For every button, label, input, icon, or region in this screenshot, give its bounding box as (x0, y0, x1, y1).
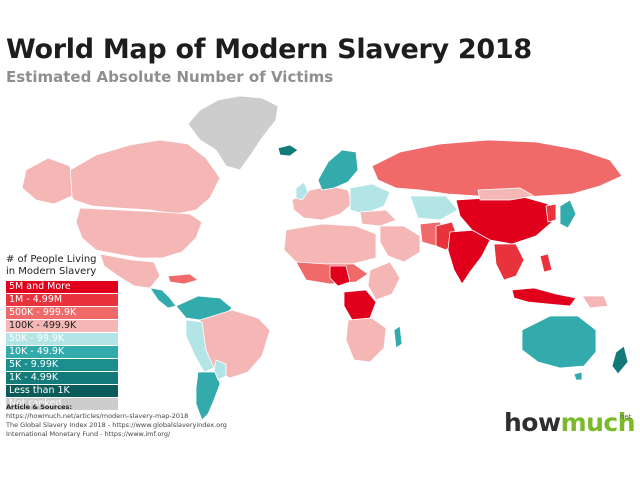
drc-region (343, 289, 377, 321)
turkey-region (359, 209, 397, 227)
japan-region (559, 199, 577, 229)
legend: # of People Living in Modern Slavery 5M … (6, 254, 118, 411)
india-region (447, 229, 491, 285)
map-subtitle: Estimated Absolute Number of Victims (6, 68, 334, 86)
legend-item-100k-499k: 100K - 499.9K (6, 320, 118, 332)
alaska-region (21, 157, 73, 205)
scandinavia-region (317, 149, 359, 191)
logo-much-text: much (560, 408, 636, 437)
legend-item-10k-49k: 10K - 49.9K (6, 346, 118, 358)
legend-item-5m-and-more: 5M and More (6, 281, 118, 293)
indonesia-region (511, 287, 577, 307)
greenland-region (187, 95, 279, 171)
southeast-asia-region (493, 243, 525, 281)
source-link-imf[interactable]: International Monetary Fund - https://ww… (6, 430, 171, 438)
madagascar-region (393, 325, 403, 349)
eastern-europe-region (349, 183, 391, 215)
sources: Article & Sources: https://howmuch.net/a… (6, 403, 306, 439)
middle-east-region (379, 225, 421, 263)
source-link-article[interactable]: https://howmuch.net/articles/modern-slav… (6, 412, 189, 420)
legend-item-1m-4-99m: 1M - 4.99M (6, 294, 118, 306)
southern-africa-region (345, 317, 387, 363)
new-zealand-region (611, 345, 629, 375)
western-europe-region (291, 185, 353, 221)
legend-item-500k-999k: 500K - 999.9K (6, 307, 118, 319)
andes-region (185, 319, 215, 373)
legend-item-not-ranked: Not ranked (6, 398, 118, 410)
legend-item-5k-9k: 5K - 9.99K (6, 359, 118, 371)
legend-item-50k-99k: 50K - 99.9K (6, 333, 118, 345)
legend-item-1k-4k: 1K - 4.99K (6, 372, 118, 384)
legend-title: # of People Living in Modern Slavery (6, 254, 118, 278)
logo-how-text: how (504, 408, 561, 437)
iceland-region (277, 144, 299, 157)
source-link-slavery-index[interactable]: The Global Slavery Index 2018 - https://… (6, 421, 227, 429)
uk-region (295, 181, 309, 201)
legend-item-less-than-1k: Less than 1K (6, 385, 118, 397)
korea-region (545, 203, 557, 223)
caribbean-region (167, 273, 199, 285)
australia-region (521, 315, 597, 369)
papua-region (581, 295, 609, 309)
canada-region (63, 139, 221, 215)
logo-net-text: net (620, 413, 632, 421)
central-america-region (149, 287, 177, 309)
kazakhstan-region (409, 195, 459, 221)
howmuch-logo: howmuch net (504, 408, 636, 437)
paraguay-region (213, 359, 227, 381)
north-africa-region (283, 223, 377, 265)
mongolia-region (477, 187, 536, 201)
legend-title-line-2: in Modern Slavery (6, 266, 97, 277)
philippines-region (539, 253, 553, 273)
usa-region (75, 207, 203, 259)
russia-region (371, 139, 623, 199)
map-title: World Map of Modern Slavery 2018 (6, 34, 532, 65)
sources-heading: Article & Sources: (6, 403, 72, 411)
nigeria-region (329, 265, 351, 287)
legend-title-line-1: # of People Living (6, 254, 97, 265)
east-africa-region (367, 261, 401, 301)
tasmania-region (573, 371, 583, 381)
